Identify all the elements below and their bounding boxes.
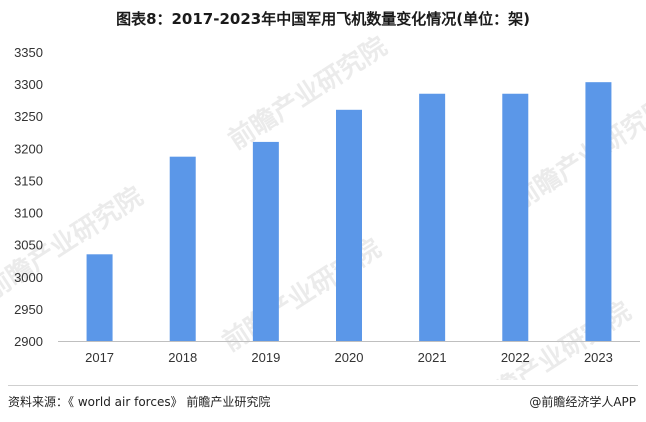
bar-2021 (419, 93, 446, 341)
footer-divider (8, 385, 638, 386)
chart-title: 图表8：2017-2023年中国军用飞机数量变化情况(单位：架) (116, 10, 530, 28)
bar-2023 (585, 82, 612, 341)
x-tick-label: 2018 (168, 350, 197, 365)
y-tick-label: 3300 (14, 77, 43, 92)
watermark-2: 前瞻产业研究院 (223, 31, 393, 156)
x-tick-label: 2020 (335, 350, 364, 365)
y-tick-label: 3000 (14, 270, 43, 285)
bar-2020 (336, 109, 362, 341)
y-tick-label: 3150 (14, 173, 43, 188)
source-note: 资料来源：《 world air forces》 前瞻产业研究院 (8, 395, 271, 409)
bar-2018 (169, 156, 196, 341)
x-tick-label: 2021 (418, 350, 447, 365)
x-tick-label: 2022 (501, 350, 530, 365)
bar-2019 (252, 141, 279, 341)
bar-2017 (86, 254, 113, 341)
y-tick-label: 3250 (14, 109, 43, 124)
bars (86, 82, 612, 341)
y-tick-label: 3100 (14, 206, 43, 221)
y-tick-label: 2950 (14, 302, 43, 317)
brand-note: @前瞻经济学人APP (529, 395, 636, 409)
x-tick-label: 2017 (85, 350, 114, 365)
y-tick-label: 2900 (14, 334, 43, 349)
bar-chart: 前瞻产业研究院 前瞻产业研究院 前瞻产业研究院 前瞻产业研究院 前瞻产业研究院 … (0, 31, 646, 380)
y-tick-label: 3050 (14, 238, 43, 253)
y-axis-ticks: 2900 2950 3000 3050 3100 3150 3200 3250 3300 3350 (14, 45, 43, 349)
bar-2022 (502, 93, 529, 341)
y-tick-label: 3200 (14, 141, 43, 156)
x-axis-ticks: 2017 2018 2019 2020 2021 2022 2023 (85, 350, 613, 365)
y-tick-label: 3350 (14, 45, 43, 60)
x-tick-label: 2019 (251, 350, 280, 365)
x-tick-label: 2023 (584, 350, 613, 365)
